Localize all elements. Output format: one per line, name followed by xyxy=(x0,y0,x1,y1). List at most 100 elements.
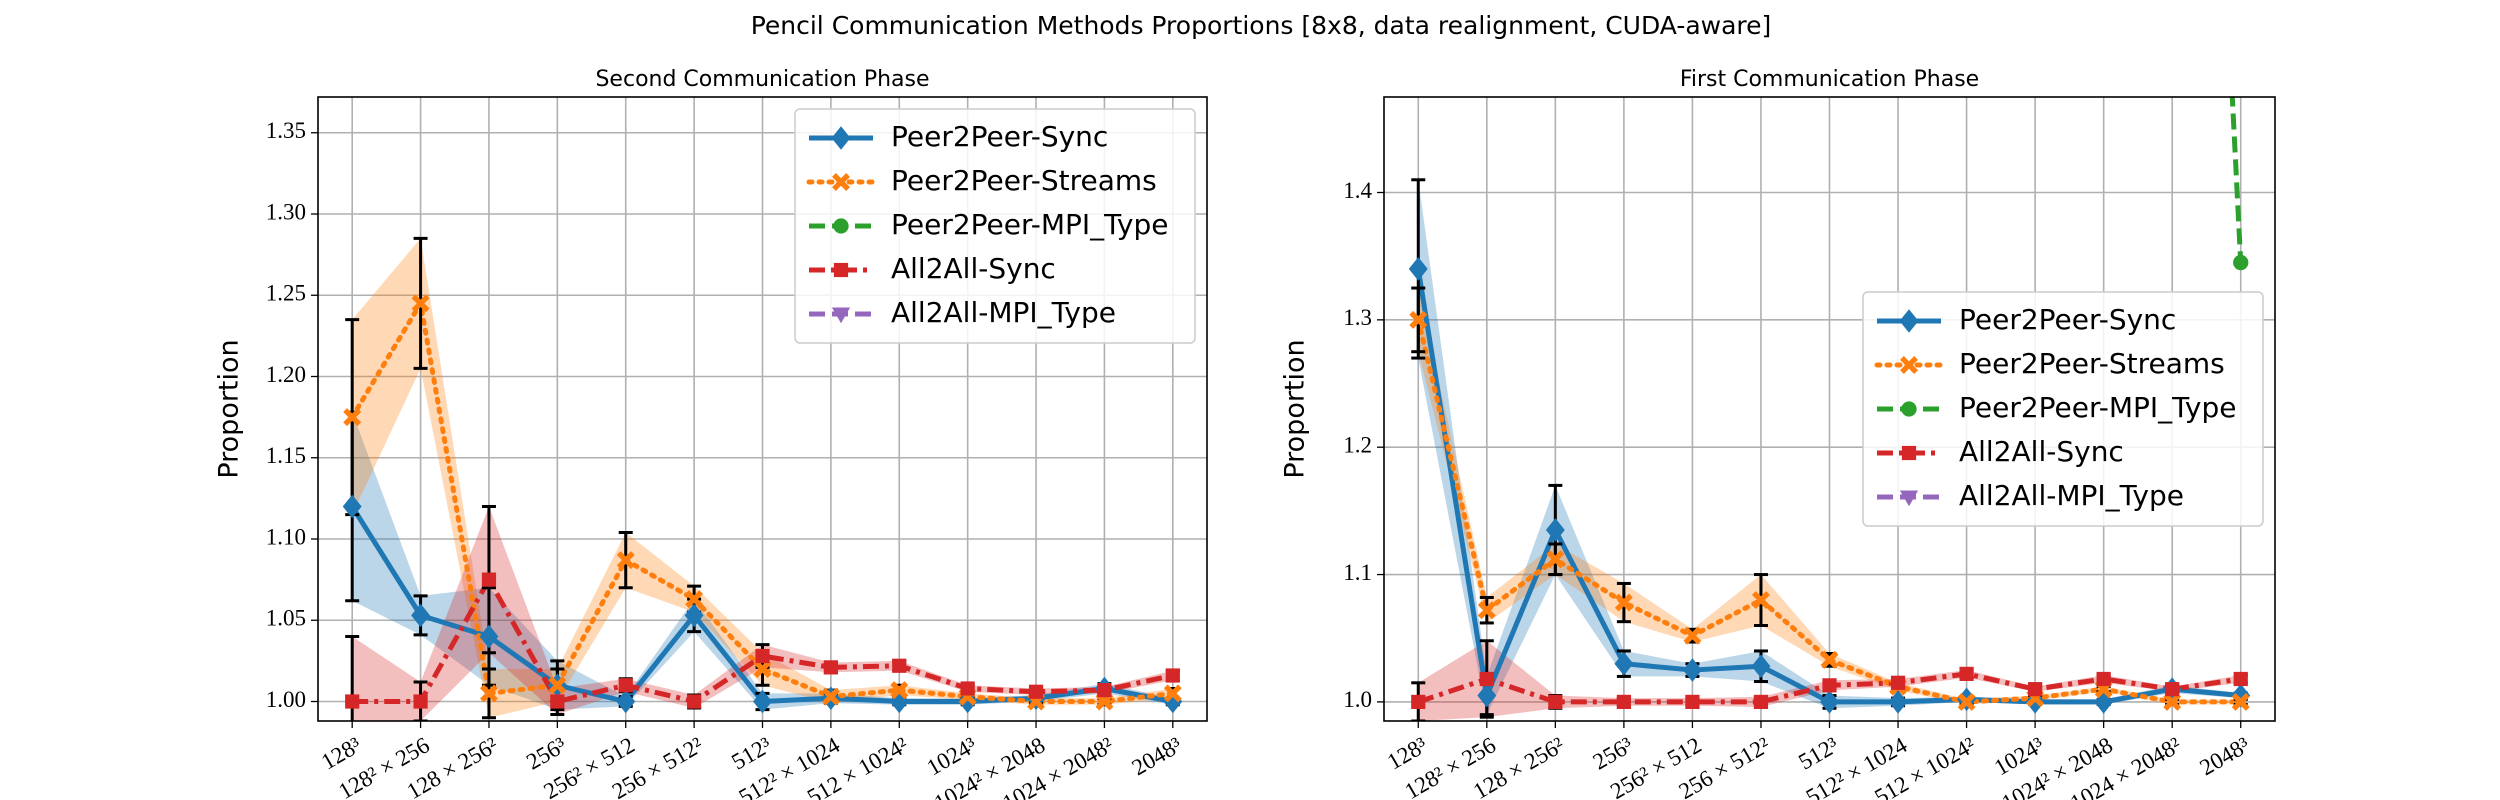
marker xyxy=(1822,678,1837,693)
marker xyxy=(753,660,772,678)
legend-marker xyxy=(831,307,851,324)
marker xyxy=(1616,694,1631,709)
marker xyxy=(1409,310,1428,329)
marker xyxy=(1028,684,1044,699)
marker xyxy=(411,294,430,313)
marker xyxy=(616,551,635,570)
marker xyxy=(2163,692,2182,711)
marker xyxy=(1957,692,1976,711)
legend-label: Peer2Peer-Sync xyxy=(1959,303,2176,336)
marker xyxy=(890,681,909,700)
plot-area xyxy=(1408,97,2251,721)
marker xyxy=(1546,550,1565,569)
y-tick-label: 1.0 xyxy=(1343,687,1372,712)
legend-marker xyxy=(1901,401,1917,417)
y-tick-label: 1.10 xyxy=(266,524,306,549)
x-tick-label: 2048³ xyxy=(1128,732,1186,780)
legend-marker xyxy=(833,218,849,234)
marker xyxy=(687,694,702,709)
marker xyxy=(618,678,633,693)
legend-label: Peer2Peer-Sync xyxy=(891,120,1108,153)
marker xyxy=(1685,694,1700,709)
marker xyxy=(1477,683,1497,708)
marker xyxy=(1614,593,1633,612)
legend-marker xyxy=(1899,309,1919,333)
marker xyxy=(1545,518,1565,542)
marker xyxy=(1477,601,1496,620)
marker xyxy=(1959,666,1974,681)
legend: Peer2Peer-Sync Peer2Peer-Streams Peer2Peer… xyxy=(1862,291,2264,527)
marker xyxy=(2231,683,2251,708)
marker xyxy=(1548,694,1563,709)
legend-label: Peer2Peer-MPI_Type xyxy=(1959,391,2236,424)
marker xyxy=(1614,651,1634,676)
marker xyxy=(1751,654,1771,679)
marker xyxy=(2231,692,2250,711)
marker xyxy=(481,572,497,587)
marker xyxy=(1682,658,1702,682)
marker xyxy=(2028,682,2043,697)
marker xyxy=(1820,650,1839,669)
legend-label: Peer2Peer-MPI_Type xyxy=(891,208,1168,241)
marker xyxy=(1683,626,1702,645)
legend-label: Peer2Peer-Streams xyxy=(891,164,1157,197)
y-tick-label: 1.15 xyxy=(266,443,306,468)
y-tick-label: 1.4 xyxy=(1343,178,1372,203)
marker xyxy=(1888,690,1908,714)
legend-marker xyxy=(831,126,851,150)
legend-label: All2All-Sync xyxy=(891,252,1056,285)
legend: Peer2Peer-Sync Peer2Peer-Streams Peer2Peer… xyxy=(794,108,1196,344)
y-tick-label: 1.30 xyxy=(266,199,306,224)
marker xyxy=(479,624,499,649)
marker xyxy=(342,494,362,519)
marker xyxy=(823,660,838,675)
marker xyxy=(2233,671,2248,687)
legend-marker xyxy=(833,262,849,278)
axes-frame xyxy=(317,96,1208,722)
marker xyxy=(1753,694,1769,709)
legend-marker xyxy=(1899,490,1919,507)
x-tick-label: 2048³ xyxy=(2196,732,2254,780)
marker xyxy=(684,603,704,628)
series-line xyxy=(2229,97,2244,263)
marker xyxy=(2096,671,2111,687)
marker xyxy=(753,689,772,714)
legend-marker xyxy=(1901,445,1917,461)
marker xyxy=(411,603,431,628)
y-tick-label: 1.05 xyxy=(266,606,306,631)
marker xyxy=(548,676,567,695)
marker xyxy=(1752,591,1770,609)
marker xyxy=(2233,254,2249,271)
subplot-title: First Communication Phase xyxy=(1680,67,1979,92)
y-axis-label: Proportion xyxy=(214,339,245,478)
axes-frame xyxy=(1383,96,2276,722)
y-tick-label: 1.3 xyxy=(1343,305,1372,330)
legend-box xyxy=(1862,291,2264,527)
marker xyxy=(1479,671,1494,687)
marker xyxy=(1095,692,1114,711)
legend-marker xyxy=(1900,356,1918,374)
y-tick-label: 1.1 xyxy=(1343,560,1372,585)
marker xyxy=(1163,684,1182,703)
legend-label: Peer2Peer-Streams xyxy=(1959,347,2225,380)
legend-label: All2All-Sync xyxy=(1959,435,2124,468)
y-tick-label: 1.2 xyxy=(1343,432,1372,457)
legend-box xyxy=(794,108,1196,344)
marker xyxy=(2165,682,2180,697)
marker xyxy=(345,694,360,709)
y-tick-label: 1.20 xyxy=(266,362,306,387)
marker xyxy=(1411,694,1426,709)
legend-label: All2All-MPI_Type xyxy=(891,296,1116,329)
subplot-title: Second Communication Phase xyxy=(595,67,929,92)
marker xyxy=(616,689,636,714)
y-tick-label: 1.35 xyxy=(266,118,306,143)
marker xyxy=(1890,675,1906,690)
plot-area xyxy=(342,236,1183,721)
marker xyxy=(755,648,770,664)
marker xyxy=(1408,257,1428,281)
y-axis-label: Proportion xyxy=(1280,339,1311,478)
figure-title: Pencil Communication Methods Proportions… xyxy=(751,11,1772,40)
marker xyxy=(343,408,362,427)
legend-label: All2All-MPI_Type xyxy=(1959,479,2184,512)
